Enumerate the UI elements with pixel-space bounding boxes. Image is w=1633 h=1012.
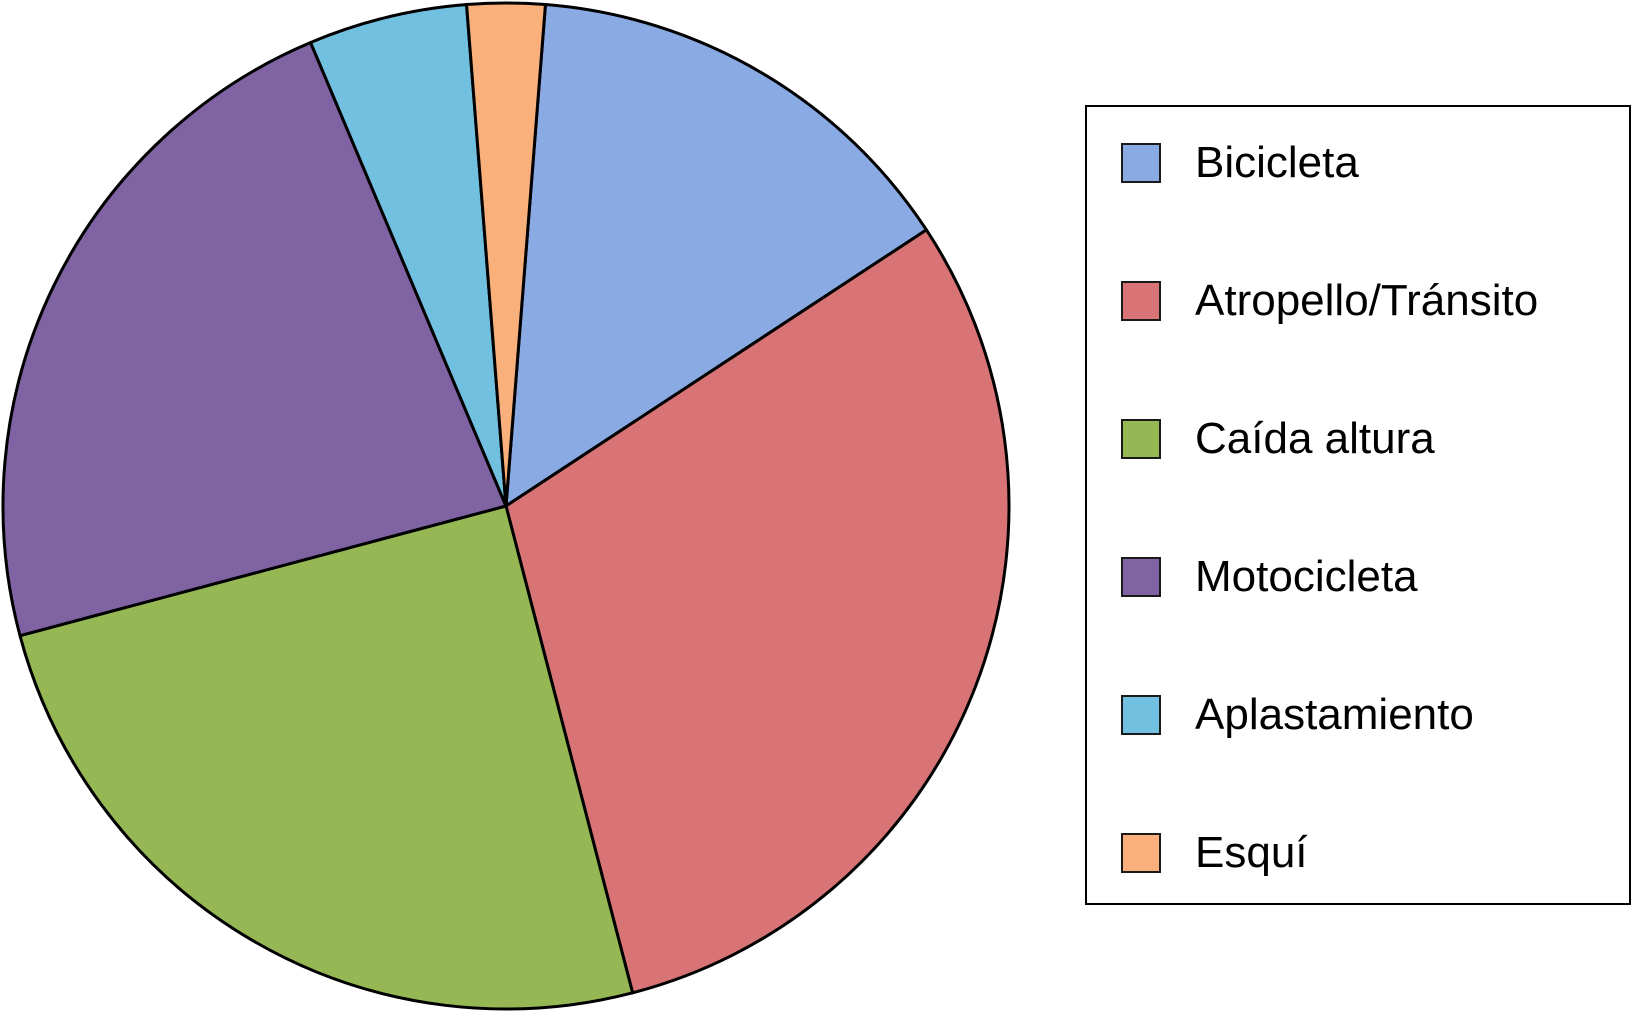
pie-slice-aplastamiento xyxy=(309,3,508,508)
legend-swatch-atropello-transito xyxy=(1121,281,1161,321)
legend-item-atropello-transito: Atropello/Tránsito xyxy=(1121,279,1538,323)
legend-swatch-motocicleta xyxy=(1121,557,1161,597)
chart-legend: Bicicleta Atropello/Tránsito Caída altur… xyxy=(1085,105,1631,905)
legend-item-esqui: Esquí xyxy=(1121,831,1308,875)
legend-item-aplastamiento: Aplastamiento xyxy=(1121,693,1474,737)
legend-item-motocicleta: Motocicleta xyxy=(1121,555,1418,599)
pie-slice-esqui xyxy=(465,1,547,508)
pie-slice-atropello-transito xyxy=(504,228,1011,995)
pie-slice-motocicleta xyxy=(1,41,508,638)
legend-label-bicicleta: Bicicleta xyxy=(1195,138,1359,187)
legend-swatch-aplastamiento xyxy=(1121,695,1161,735)
legend-label-aplastamiento: Aplastamiento xyxy=(1195,690,1474,739)
legend-item-caida-altura: Caída altura xyxy=(1121,417,1435,461)
legend-swatch-bicicleta xyxy=(1121,143,1161,183)
pie-slice-caida-altura xyxy=(18,504,635,1011)
legend-swatch-caida-altura xyxy=(1121,419,1161,459)
legend-label-atropello-transito: Atropello/Tránsito xyxy=(1195,276,1539,325)
legend-swatch-esqui xyxy=(1121,833,1161,873)
pie-slice-bicicleta xyxy=(504,3,928,508)
legend-item-bicicleta: Bicicleta xyxy=(1121,141,1359,185)
legend-label-caida-altura: Caída altura xyxy=(1195,414,1435,463)
legend-label-esqui: Esquí xyxy=(1195,828,1308,877)
legend-label-motocicleta: Motocicleta xyxy=(1195,552,1418,601)
